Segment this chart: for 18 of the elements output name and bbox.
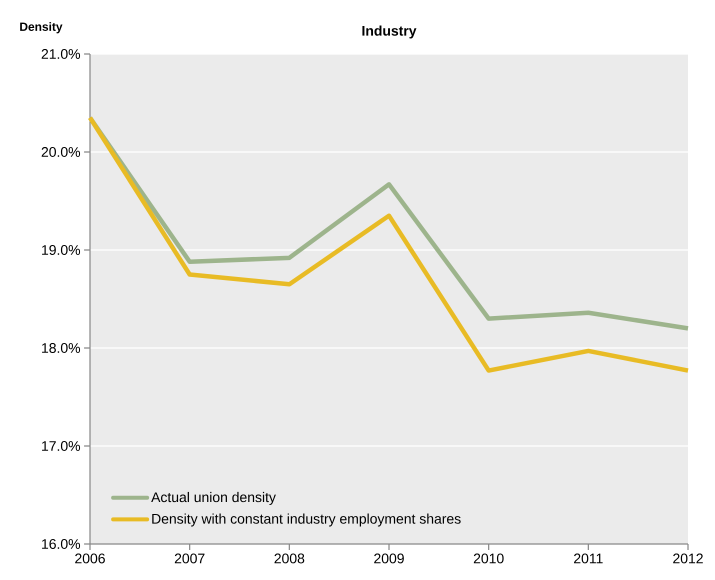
y-tick-label: 19.0% xyxy=(42,245,80,255)
y-axis-title: Density xyxy=(20,22,62,34)
y-tick-label: 18.0% xyxy=(42,343,80,353)
x-tick-label: 2007 xyxy=(174,554,204,564)
x-tick-label: 2009 xyxy=(374,554,404,564)
line-series xyxy=(88,115,690,373)
x-tick-label: 2010 xyxy=(474,554,504,564)
y-tick-label: 20.0% xyxy=(42,147,80,157)
chart-title: Industry xyxy=(362,25,416,38)
legend-label: Density with constant industry employment shares xyxy=(152,514,461,527)
y-tick-label: 17.0% xyxy=(42,441,80,451)
x-tick-label: 2008 xyxy=(274,554,304,564)
y-tick-label: 21.0% xyxy=(42,49,80,59)
x-tick-label: 2011 xyxy=(574,554,603,564)
x-tick-label: 2006 xyxy=(75,554,105,564)
x-tick-label: 2012 xyxy=(673,554,703,564)
legend-label: Actual union density xyxy=(151,492,276,505)
y-tick-label: 16.0% xyxy=(42,539,80,549)
